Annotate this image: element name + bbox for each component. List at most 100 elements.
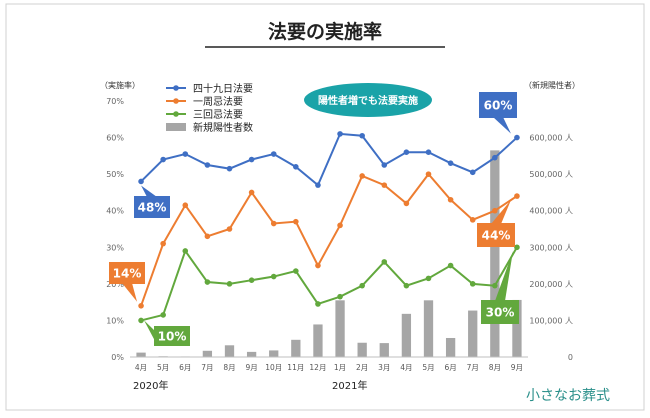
callout: 60% bbox=[479, 92, 517, 134]
callout-box bbox=[109, 262, 145, 284]
bar-new-cases bbox=[224, 345, 235, 357]
x-tick-label: 12月 bbox=[309, 363, 326, 372]
left-axis-label: （実施率） bbox=[100, 80, 140, 90]
legend-swatch bbox=[166, 123, 186, 131]
series-point bbox=[160, 156, 166, 163]
bar-new-cases bbox=[313, 324, 323, 357]
bar-new-cases bbox=[246, 351, 257, 357]
callout-label: 44% bbox=[482, 229, 511, 243]
annotation: 陽性者増でも法要実施 bbox=[304, 83, 432, 117]
series-point bbox=[469, 281, 476, 287]
callout-pointer bbox=[493, 117, 511, 134]
right-tick-label: 0 bbox=[568, 353, 573, 362]
series-line bbox=[140, 132, 518, 187]
legend-swatch-marker bbox=[173, 98, 179, 104]
series-point bbox=[359, 173, 365, 179]
callout: 30% bbox=[481, 251, 519, 324]
series-point bbox=[248, 156, 255, 163]
callouts: 48% 14% 10% 60% 44% 30% bbox=[109, 92, 519, 346]
series-point bbox=[182, 151, 189, 157]
callout-label: 14% bbox=[113, 267, 142, 281]
series-point bbox=[403, 200, 410, 207]
series-point bbox=[248, 189, 255, 196]
x-tick-label: 1月 bbox=[334, 363, 346, 372]
series-point bbox=[359, 282, 365, 289]
year-label: 2020年 bbox=[133, 379, 168, 392]
series-point bbox=[359, 132, 365, 139]
bar-new-cases bbox=[512, 299, 522, 357]
callout: 44% bbox=[477, 200, 515, 247]
x-tick-label: 7月 bbox=[467, 363, 479, 372]
callout: 48% bbox=[134, 185, 170, 218]
series-point bbox=[447, 262, 454, 269]
legend-swatch-marker bbox=[173, 111, 179, 117]
bar-new-cases bbox=[291, 339, 301, 357]
right-tick-label: 600,000 人 bbox=[529, 134, 573, 143]
left-tick-label: 10% bbox=[106, 316, 124, 325]
series-point bbox=[226, 165, 233, 172]
series-point bbox=[270, 273, 277, 280]
series-line bbox=[140, 172, 518, 307]
series-point bbox=[138, 178, 144, 185]
x-axis-ticks: 4月 5月 6月 7月 8月 9月 10月 11月 12月 1月 2月 3月 4月 5月 6月 7月 8月 9月 bbox=[135, 363, 523, 372]
x-tick-label: 3月 bbox=[378, 363, 390, 372]
right-tick-label: 200,000 人 bbox=[529, 280, 573, 289]
callout: 14% bbox=[109, 262, 145, 302]
series-point bbox=[315, 262, 321, 269]
legend-label: 三回忌法要 bbox=[193, 108, 243, 121]
left-tick-label: 70% bbox=[106, 97, 124, 106]
callout-label: 60% bbox=[484, 99, 513, 113]
year-label: 2021年 bbox=[332, 379, 367, 392]
bar-new-cases bbox=[445, 337, 456, 357]
series-point bbox=[381, 162, 388, 168]
bar-new-cases bbox=[490, 150, 500, 357]
series-point bbox=[182, 248, 189, 254]
callout-pointer bbox=[491, 200, 511, 224]
right-tick-label: 300,000 人 bbox=[529, 243, 573, 252]
x-tick-label: 11月 bbox=[287, 363, 304, 372]
bars-layer bbox=[136, 150, 522, 357]
x-tick-label: 9月 bbox=[245, 363, 257, 372]
x-tick-label: 4月 bbox=[135, 363, 147, 372]
annotation-ellipse bbox=[304, 83, 432, 117]
series-point bbox=[293, 218, 299, 225]
series-point bbox=[514, 193, 520, 199]
series-point bbox=[469, 217, 476, 223]
right-tick-label: 100,000 人 bbox=[529, 316, 573, 325]
legend-label: 新規陽性者数 bbox=[193, 121, 253, 134]
chart-frame bbox=[5, 3, 645, 411]
callout-box bbox=[479, 92, 517, 118]
bar-new-cases bbox=[468, 310, 478, 357]
series-point bbox=[204, 233, 211, 240]
x-tick-label: 9月 bbox=[511, 363, 523, 372]
series-point bbox=[315, 301, 321, 307]
series-point bbox=[204, 279, 211, 285]
series-point bbox=[403, 282, 410, 289]
callout-box bbox=[154, 326, 190, 346]
x-tick-label: 8月 bbox=[223, 363, 235, 372]
x-tick-label: 5月 bbox=[422, 363, 434, 372]
right-axis-ticks: 0 100,000 人 200,000 人 300,000 人 400,000 人 500… bbox=[529, 134, 573, 362]
bar-new-cases bbox=[379, 343, 389, 357]
lines-layer bbox=[138, 131, 520, 324]
left-tick-label: 20% bbox=[106, 280, 124, 289]
left-tick-label: 60% bbox=[106, 134, 124, 143]
legend-label: 一周忌法要 bbox=[193, 95, 243, 108]
series-point bbox=[492, 154, 498, 161]
bar-new-cases bbox=[401, 313, 412, 357]
series-point bbox=[226, 226, 233, 232]
series-point bbox=[381, 259, 388, 265]
callout-label: 48% bbox=[138, 201, 167, 215]
callout-box bbox=[134, 196, 170, 218]
callout-box bbox=[477, 223, 515, 247]
series-point bbox=[447, 160, 454, 166]
right-axis-label: （新規陽性者） bbox=[524, 80, 580, 90]
series-point bbox=[492, 282, 498, 289]
series-point bbox=[160, 312, 166, 318]
series-point bbox=[138, 303, 144, 309]
series-point bbox=[381, 182, 388, 188]
legend-swatch-marker bbox=[173, 85, 179, 91]
bar-new-cases bbox=[136, 352, 146, 357]
series-point bbox=[492, 207, 498, 214]
